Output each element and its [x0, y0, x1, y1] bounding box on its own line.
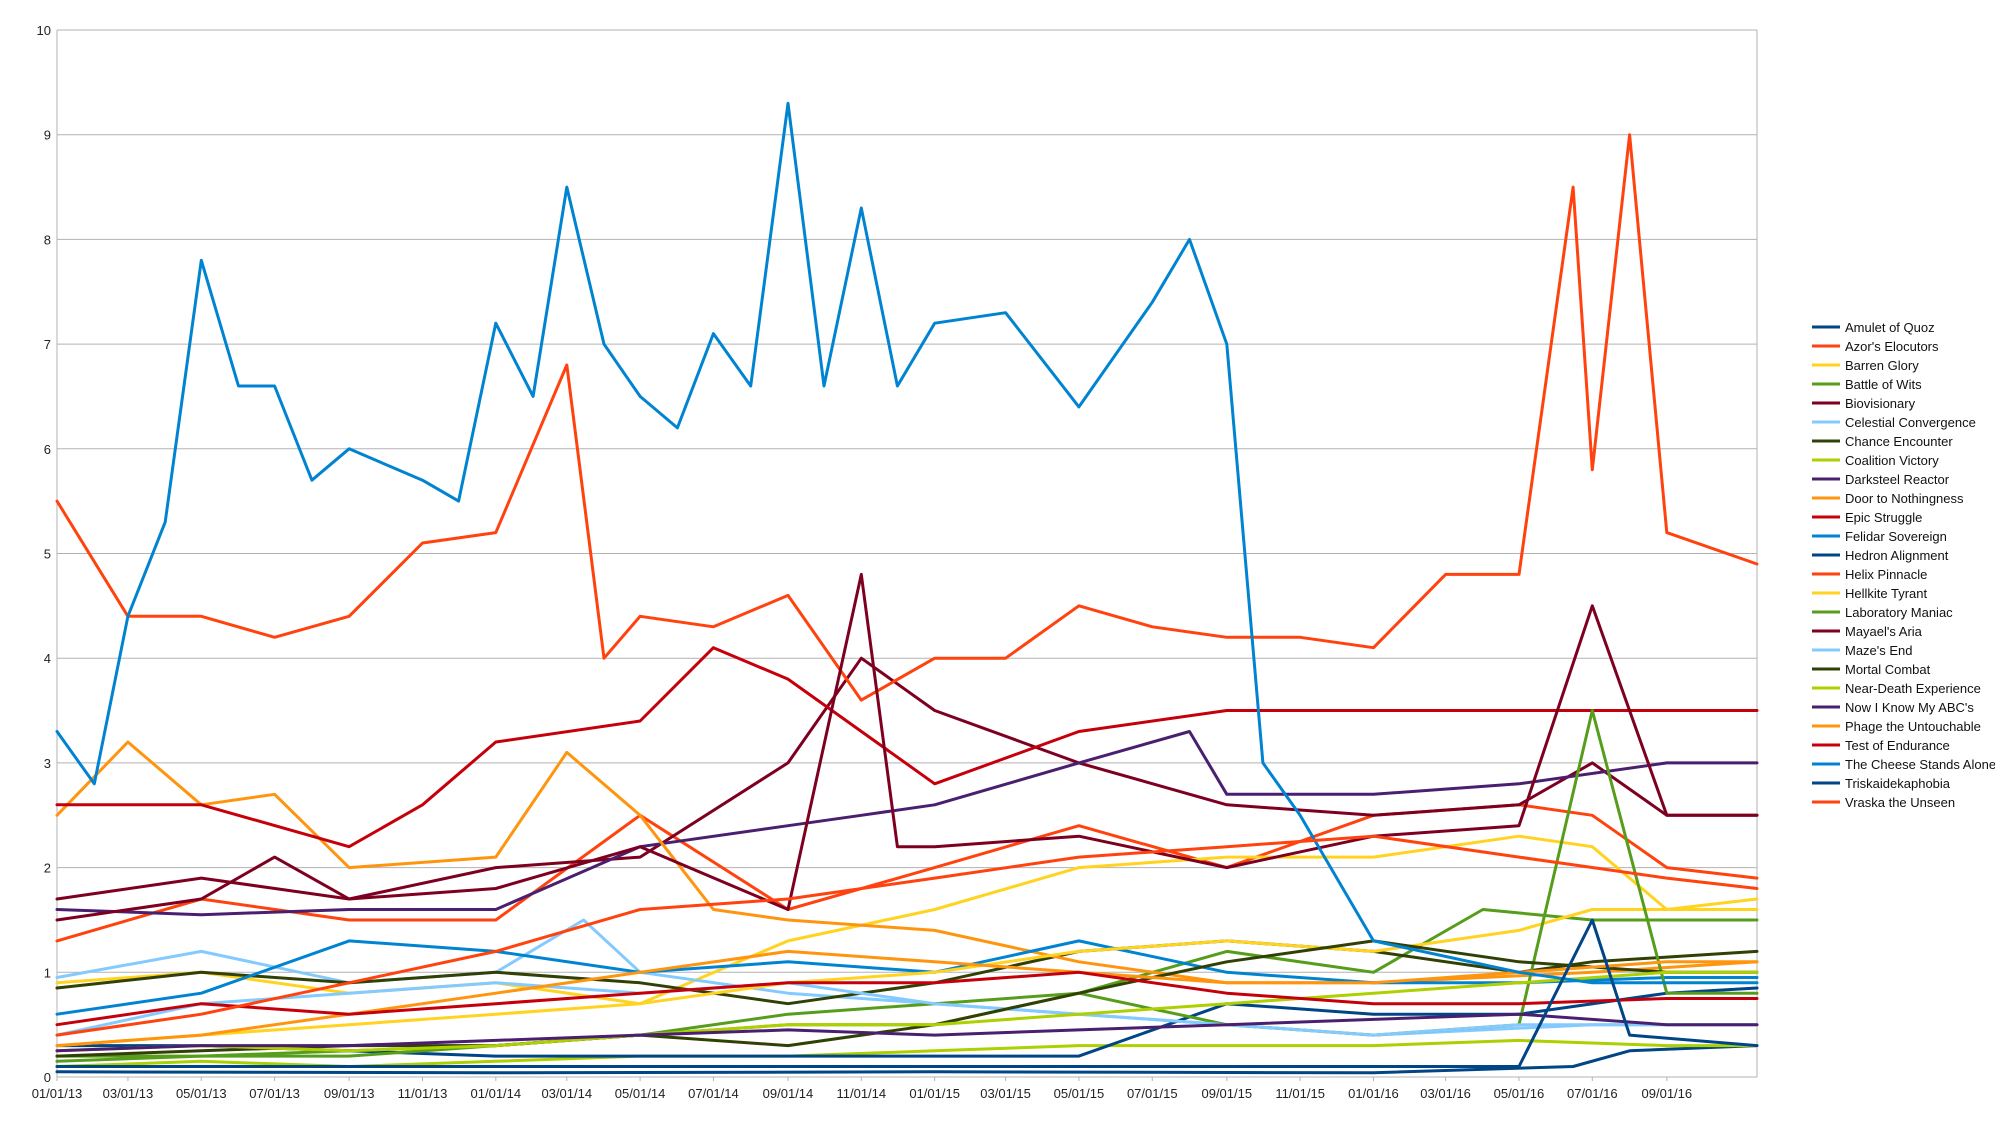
x-tick-label: 01/01/14 — [471, 1086, 522, 1101]
legend-label: Barren Glory — [1845, 358, 1919, 373]
legend-label: Chance Encounter — [1845, 434, 1953, 449]
series-line-23 — [55, 101, 1759, 985]
legend: Amulet of Quoz Azor's Elocutors Barren Glo… — [1812, 320, 1995, 810]
x-tick-label: 01/01/16 — [1348, 1086, 1399, 1101]
x-tick-label: 07/01/13 — [249, 1086, 300, 1101]
series-line-10 — [55, 646, 1759, 849]
legend-label: Amulet of Quoz — [1845, 320, 1935, 335]
legend-label: Azor's Elocutors — [1845, 339, 1939, 354]
series-line-24 — [55, 918, 1759, 1068]
x-tick-label: 05/01/15 — [1054, 1086, 1105, 1101]
series-line-20 — [55, 1012, 1759, 1053]
legend-label: Phage the Untouchable — [1845, 719, 1981, 734]
y-axis-tick-labels: 0 1 2 3 4 5 6 7 8 9 10 — [37, 23, 51, 1085]
series-lines — [55, 101, 1759, 1075]
y-tick-label: 2 — [44, 861, 51, 876]
series-line-9 — [55, 740, 1759, 985]
y-tick-label: 7 — [44, 337, 51, 352]
legend-label: Helix Pinnacle — [1845, 567, 1927, 582]
legend-label: Vraska the Unseen — [1845, 795, 1955, 810]
legend-label: Coalition Victory — [1845, 453, 1939, 468]
x-tick-label: 01/01/15 — [909, 1086, 960, 1101]
y-tick-label: 6 — [44, 442, 51, 457]
y-tick-label: 5 — [44, 547, 51, 562]
series-line-13 — [55, 133, 1759, 702]
x-tick-label: 09/01/14 — [763, 1086, 814, 1101]
legend-label: Epic Struggle — [1845, 510, 1922, 525]
legend-label: The Cheese Stands Alone — [1845, 757, 1995, 772]
legend-label: Hedron Alignment — [1845, 548, 1949, 563]
x-tick-label: 03/01/13 — [103, 1086, 154, 1101]
x-tick-label: 07/01/15 — [1127, 1086, 1178, 1101]
series-line-8 — [55, 730, 1759, 917]
y-tick-label: 4 — [44, 651, 51, 666]
x-tick-label: 03/01/16 — [1420, 1086, 1471, 1101]
x-tick-label: 07/01/16 — [1567, 1086, 1618, 1101]
legend-label: Door to Nothingness — [1845, 491, 1964, 506]
series-line-19 — [55, 970, 1759, 1053]
x-tick-label: 07/01/14 — [688, 1086, 739, 1101]
y-tick-label: 0 — [44, 1070, 51, 1085]
x-tick-label: 03/01/15 — [980, 1086, 1031, 1101]
series-line-1 — [55, 803, 1759, 943]
legend-label: Darksteel Reactor — [1845, 472, 1950, 487]
legend-label: Laboratory Maniac — [1845, 605, 1953, 620]
legend-label: Mayael's Aria — [1845, 624, 1923, 639]
x-tick-label: 11/01/15 — [1275, 1086, 1325, 1101]
legend-label: Maze's End — [1845, 643, 1913, 658]
x-tick-label: 03/01/14 — [541, 1086, 592, 1101]
legend-label: Celestial Convergence — [1845, 415, 1976, 430]
legend-label: Mortal Combat — [1845, 662, 1931, 677]
x-tick-label: 05/01/13 — [176, 1086, 227, 1101]
y-tick-label: 3 — [44, 756, 51, 771]
legend-label: Triskaidekaphobia — [1845, 776, 1951, 791]
x-tick-label: 11/01/13 — [398, 1086, 448, 1101]
legend-label: Hellkite Tyrant — [1845, 586, 1928, 601]
x-tick-label: 05/01/14 — [615, 1086, 666, 1101]
x-tick-label: 09/01/13 — [324, 1086, 375, 1101]
legend-label: Near-Death Experience — [1845, 681, 1981, 696]
y-tick-label: 1 — [44, 965, 51, 980]
series-line-16 — [55, 572, 1759, 922]
y-tick-label: 8 — [44, 232, 51, 247]
series-line-0 — [55, 1044, 1759, 1075]
legend-label: Biovisionary — [1845, 396, 1916, 411]
x-tick-label: 01/01/13 — [32, 1086, 83, 1101]
series-line-15 — [55, 709, 1759, 1063]
x-axis-tick-labels: 01/01/13 03/01/13 05/01/13 07/01/13 09/01/13… — [32, 1077, 1692, 1101]
series-line-2 — [55, 834, 1759, 1006]
series-line-22 — [55, 970, 1759, 1027]
y-tick-label: 9 — [44, 128, 51, 143]
series-line-17 — [55, 981, 1759, 1037]
legend-label: Felidar Sovereign — [1845, 529, 1947, 544]
grid-lines — [56, 29, 1758, 1078]
legend-label: Test of Endurance — [1845, 738, 1950, 753]
series-line-14 — [55, 908, 1759, 1048]
series-line-25 — [55, 834, 1759, 1037]
series-line-4 — [55, 656, 1759, 901]
x-tick-label: 11/01/14 — [836, 1086, 886, 1101]
x-tick-label: 09/01/16 — [1642, 1086, 1693, 1101]
legend-label: Now I Know My ABC's — [1845, 700, 1974, 715]
x-tick-label: 09/01/15 — [1201, 1086, 1252, 1101]
x-tick-label: 05/01/16 — [1494, 1086, 1545, 1101]
y-tick-label: 10 — [37, 23, 51, 38]
legend-label: Battle of Wits — [1845, 377, 1922, 392]
